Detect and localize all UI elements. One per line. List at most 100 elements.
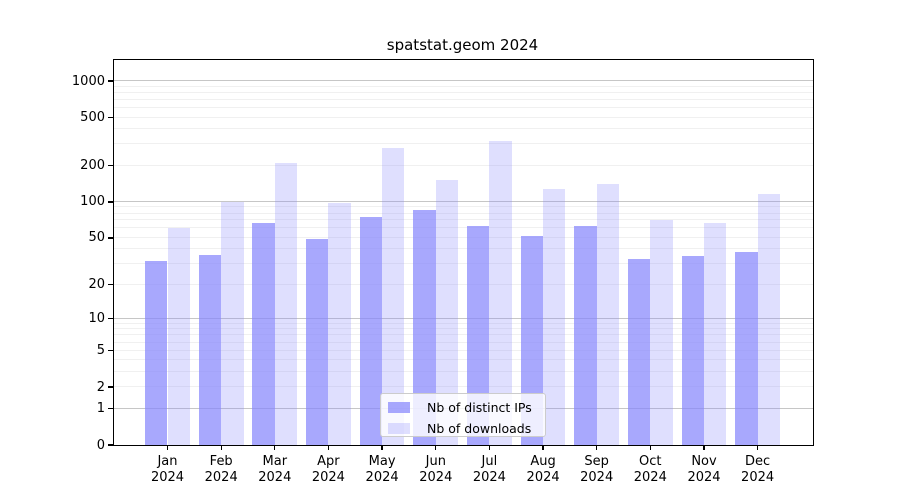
bar-dec-distinct-ips [735, 252, 758, 445]
gridline-minor-8 [114, 328, 813, 330]
y-tick-500 [108, 116, 114, 119]
legend-item-distinct-ips: Nb of distinct IPs [381, 399, 545, 416]
x-tick-nov [703, 445, 705, 450]
bar-apr-downloads [328, 202, 351, 445]
y-tick-100 [108, 201, 114, 203]
bar-mar-downloads [274, 163, 298, 445]
x-tick-label-dec: Dec 2024 [741, 454, 775, 485]
bar-jun-downloads [435, 180, 459, 445]
gridline-minor-700 [114, 98, 813, 100]
x-tick-label-jun: Jun 2024 [419, 454, 453, 485]
gridline-minor-90 [114, 206, 813, 208]
bar-jul-distinct-ips [467, 225, 490, 445]
y-tick-200 [108, 164, 114, 167]
x-tick-oct [649, 445, 651, 450]
gridline-major-1000 [114, 80, 813, 81]
bar-mar-distinct-ips [252, 222, 275, 445]
bar-aug-downloads [543, 189, 566, 445]
gridline-minor-900 [114, 85, 813, 87]
y-tick-label-200: 200 [80, 158, 105, 174]
x-tick-label-jan: Jan 2024 [150, 454, 185, 485]
gridline-minor-30 [114, 263, 813, 265]
y-tick-label-20: 20 [88, 277, 105, 293]
x-tick-may [381, 445, 383, 450]
gridline-minor-60 [114, 227, 813, 229]
plot-area: Nb of distinct IPs Nb of downloads 0 1 2 5 1… [72, 59, 814, 485]
gridline-minor-600 [114, 106, 813, 108]
bar-oct-downloads [650, 220, 673, 445]
y-tick-label-5: 5 [96, 343, 105, 359]
x-tick-sep [596, 445, 598, 450]
gridline-minor-3 [114, 371, 813, 372]
bar-jan-downloads [167, 227, 190, 445]
gridline-minor-40 [114, 248, 813, 250]
gridline-minor-800 [114, 91, 813, 93]
x-tick-label-sep: Sep 2024 [580, 454, 614, 485]
x-tick-label-jul: Jul 2024 [472, 454, 506, 485]
bar-nov-distinct-ips [681, 256, 704, 445]
x-tick-feb [220, 445, 222, 450]
gridline-minor-80 [114, 212, 813, 214]
bar-aug-distinct-ips [520, 235, 544, 445]
gridline-minor-9 [114, 322, 813, 324]
gridline-minor-500 [114, 116, 813, 118]
gridline-major-10 [114, 317, 813, 319]
y-tick-label-2: 2 [96, 379, 105, 395]
legend-label-distinct-ips: Nb of distinct IPs [427, 400, 532, 415]
gridline-minor-400 [114, 128, 813, 130]
y-tick-10 [108, 318, 114, 320]
gridline-minor-2 [114, 386, 813, 388]
bar-jun-distinct-ips [413, 209, 436, 445]
bar-sep-distinct-ips [574, 225, 597, 445]
gridline-minor-200 [114, 164, 813, 166]
bar-jan-distinct-ips [145, 260, 168, 445]
legend-swatch-downloads [388, 423, 410, 434]
y-tick-1000 [108, 80, 114, 82]
bar-oct-distinct-ips [627, 259, 651, 445]
x-tick-label-may: May 2024 [365, 454, 399, 485]
y-tick-label-500: 500 [80, 110, 105, 125]
x-tick-label-mar: Mar 2024 [258, 454, 292, 485]
bar-sep-downloads [596, 183, 620, 445]
y-tick-label-0: 0 [96, 437, 105, 453]
x-tick-apr [327, 445, 330, 450]
y-tick-0 [108, 444, 114, 446]
y-tick-5 [108, 349, 114, 352]
gridline-minor-300 [114, 143, 813, 145]
legend: Nb of distinct IPs Nb of downloads [380, 393, 546, 437]
x-tick-label-oct: Oct 2024 [633, 454, 667, 485]
y-tick-2 [108, 386, 114, 388]
gridline-minor-6 [114, 341, 813, 343]
x-tick-label-feb: Feb 2024 [204, 454, 238, 485]
gridline-minor-4 [114, 359, 813, 361]
bar-jul-downloads [489, 140, 512, 445]
bar-feb-distinct-ips [198, 254, 222, 445]
bar-may-distinct-ips [359, 216, 383, 445]
bar-nov-downloads [704, 222, 727, 445]
legend-swatch-distinct-ips [388, 402, 410, 413]
legend-item-downloads: Nb of downloads [381, 420, 545, 437]
gridline-minor-70 [114, 219, 813, 221]
bar-feb-downloads [221, 201, 244, 445]
y-tick-label-10: 10 [88, 311, 105, 327]
gridline-major-100 [114, 200, 813, 202]
y-tick-1 [108, 407, 114, 410]
legend-label-downloads: Nb of downloads [427, 421, 532, 436]
x-tick-label-apr: Apr 2024 [311, 454, 345, 485]
y-tick-20 [108, 283, 114, 286]
x-tick-mar [274, 445, 276, 450]
x-tick-label-aug: Aug 2024 [526, 454, 560, 485]
x-tick-jan [166, 445, 169, 450]
x-tick-jun [435, 445, 437, 450]
y-tick-label-50: 50 [88, 230, 105, 246]
y-tick-label-1: 1 [96, 401, 105, 416]
bar-apr-distinct-ips [306, 238, 329, 445]
gridline-minor-7 [114, 334, 813, 336]
x-tick-label-nov: Nov 2024 [687, 454, 721, 485]
y-tick-50 [108, 237, 114, 239]
gridline-minor-20 [114, 283, 813, 285]
x-tick-dec [756, 445, 759, 450]
gridline-minor-50 [114, 236, 813, 238]
bar-dec-downloads [757, 194, 780, 445]
